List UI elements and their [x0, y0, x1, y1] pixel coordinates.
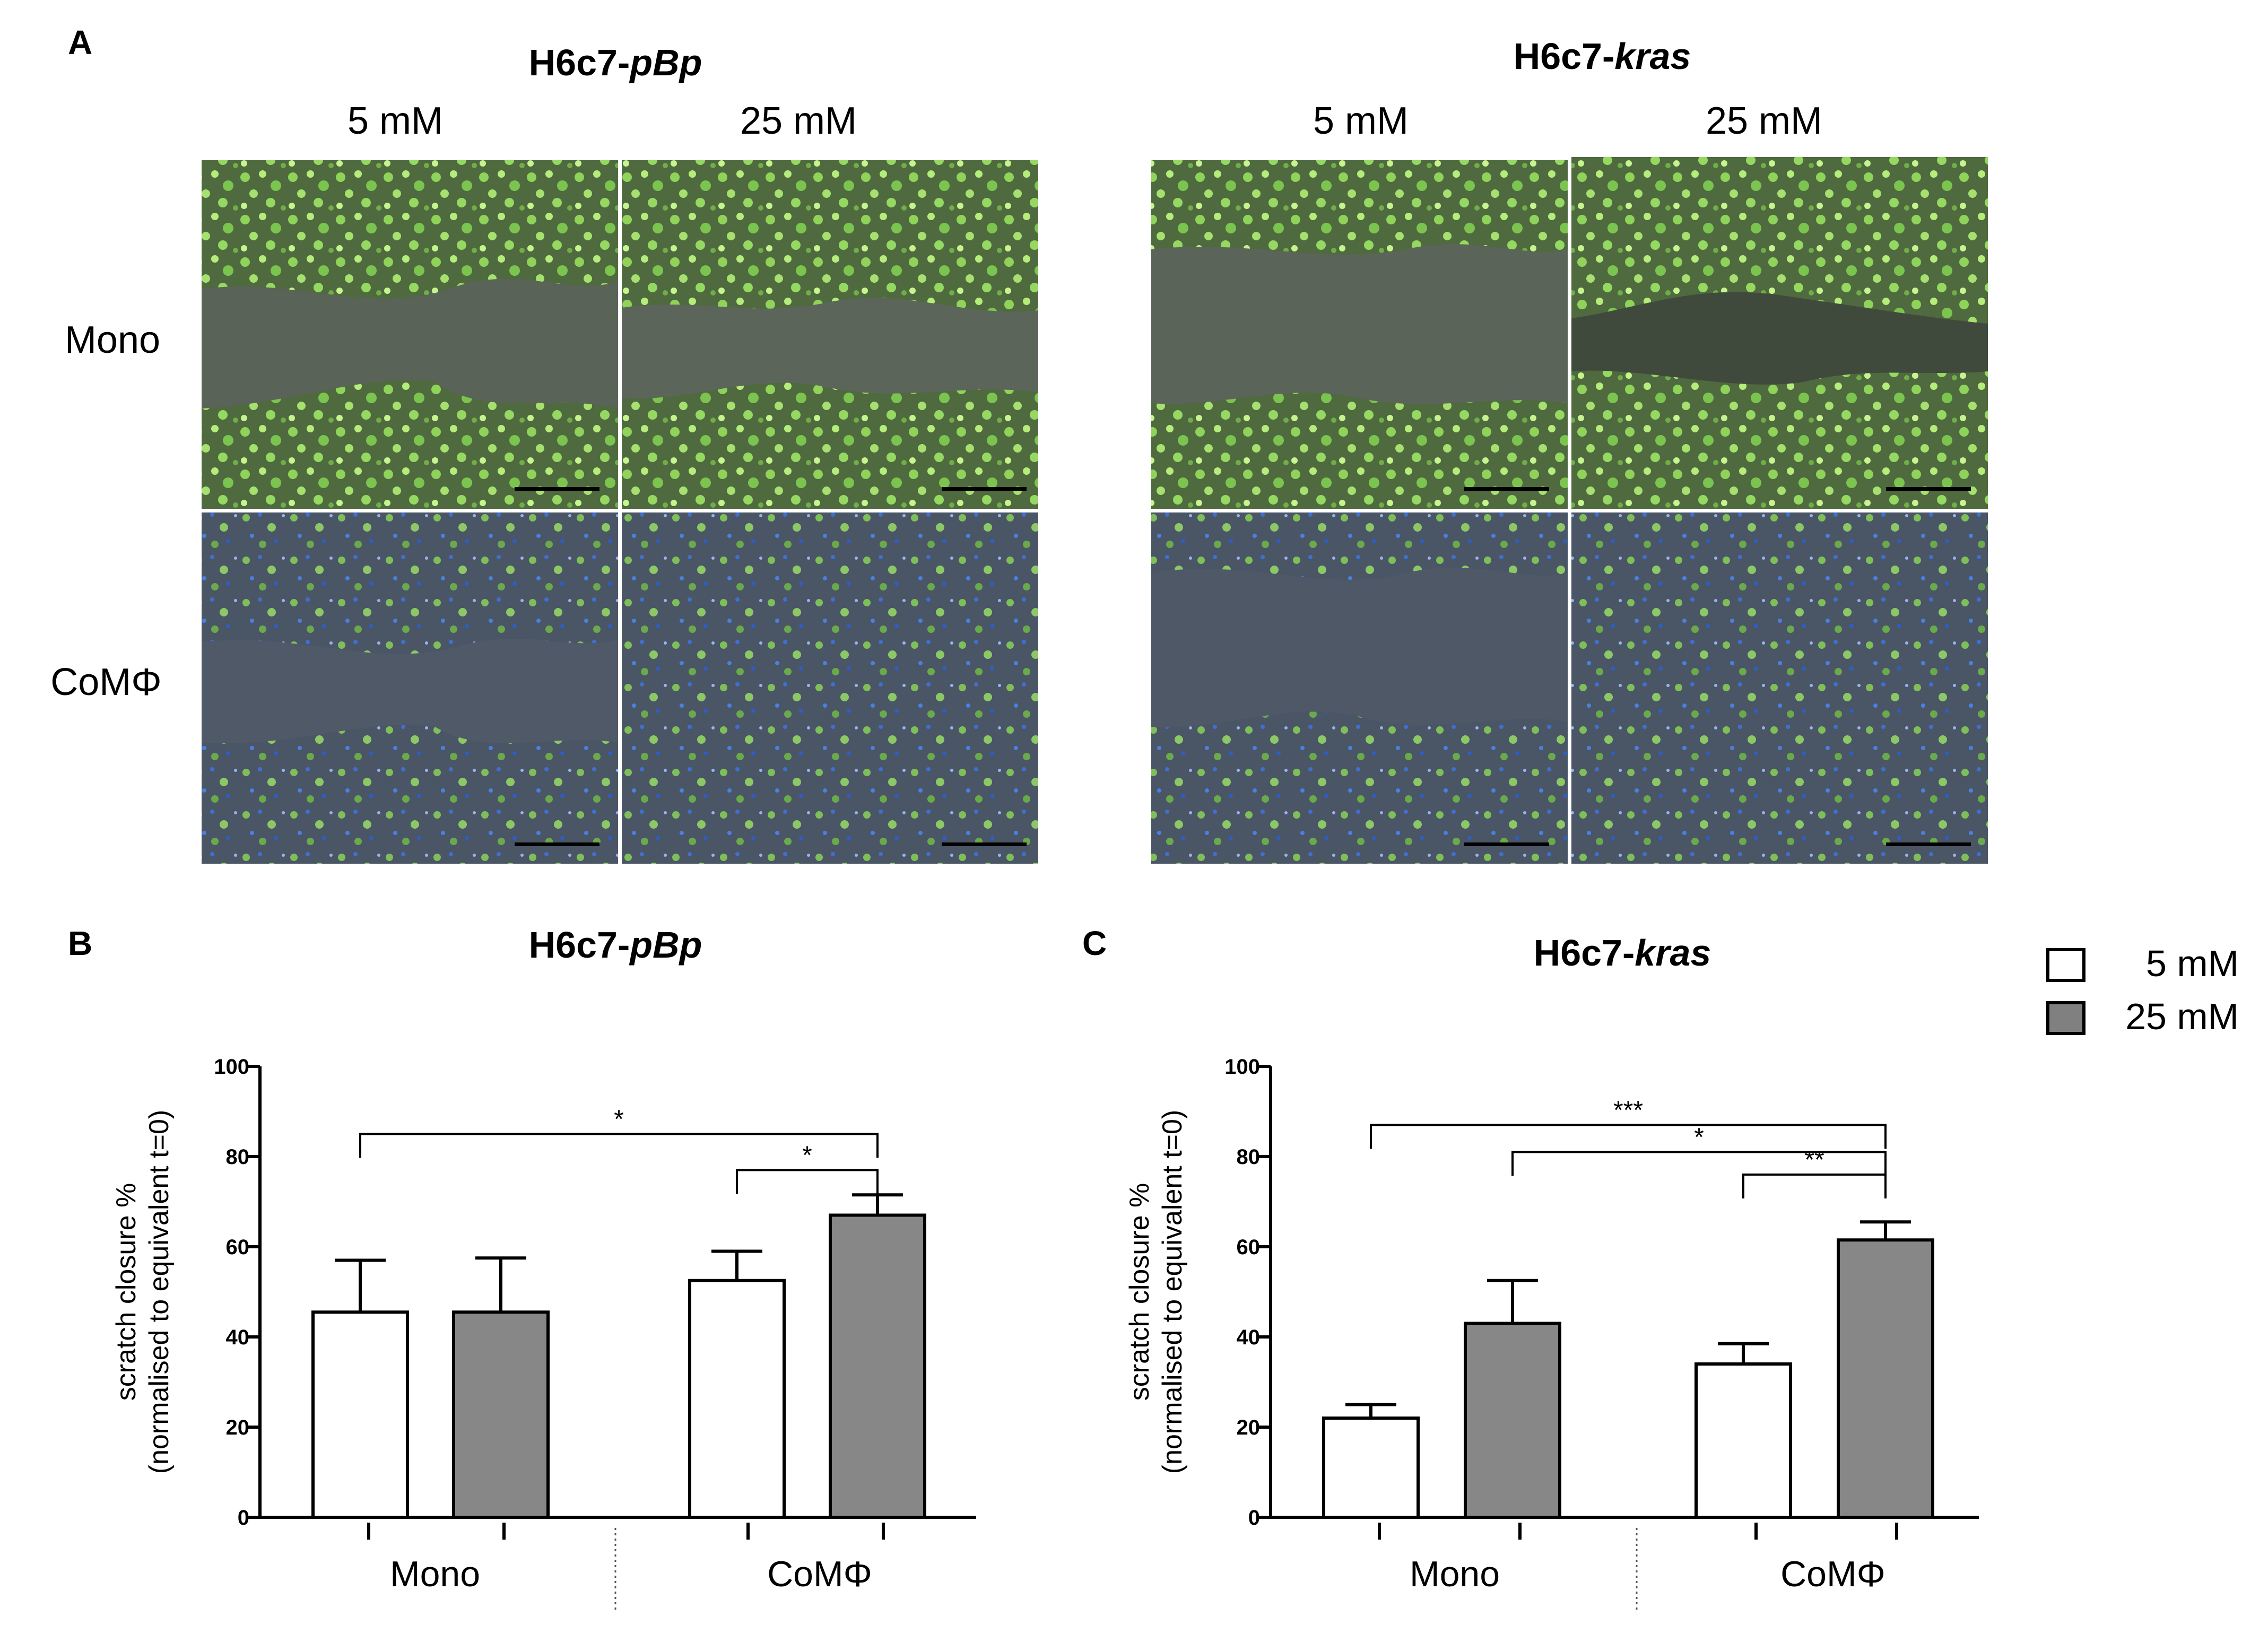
- y-tick-label: 80: [1237, 1145, 1261, 1169]
- significance-label: **: [1804, 1146, 1824, 1174]
- column-label-kras-5mm: 5 mM: [1313, 100, 1409, 142]
- y-tick-label: 20: [1237, 1416, 1261, 1439]
- significance-label: ***: [1613, 1097, 1643, 1125]
- micrograph-pbp-mono-5mm: [202, 160, 618, 509]
- legend-label-5mm: 5 mM: [2146, 943, 2239, 984]
- micrograph-kras-comphi-25mm: [1571, 512, 1988, 864]
- significance-label: *: [614, 1106, 624, 1134]
- x-category-label: Mono: [1410, 1554, 1500, 1594]
- y-tick-label: 100: [1224, 1055, 1260, 1079]
- x-category-label: CoMΦ: [767, 1554, 872, 1594]
- column-label-pbp-5mm: 5 mM: [347, 100, 443, 142]
- y-tick-label: 80: [226, 1145, 250, 1169]
- x-category-label: Mono: [390, 1554, 480, 1594]
- panel-label-b: B: [68, 924, 92, 962]
- significance-bracket: [1511, 1151, 1887, 1176]
- y-axis-label-line2: (normalised to equivalent t=0): [1157, 1110, 1188, 1474]
- legend: 5 mM 25 mM: [2046, 943, 2239, 1037]
- significance-bracket: [359, 1133, 879, 1158]
- y-tick-label: 60: [1237, 1236, 1261, 1259]
- bar: [1322, 1417, 1420, 1519]
- chart-title-c: H6c7-kras: [1534, 932, 1711, 974]
- micrograph-pbp-comphi-5mm: [202, 512, 618, 864]
- y-axis-label: scratch closure %(normalised to equivale…: [1124, 1110, 1188, 1474]
- panel-label-c: C: [1082, 924, 1107, 962]
- micrograph-kras-mono-5mm: [1151, 160, 1568, 509]
- column-label-pbp-25mm: 25 mM: [740, 100, 857, 142]
- y-tick-label: 0: [238, 1506, 249, 1530]
- panel-a: A H6c7-pBp H6c7-kras 5 mM 25 mM 5 mM 25 …: [50, 23, 1988, 864]
- significance-bracket: [1742, 1174, 1887, 1198]
- panel-label-a: A: [68, 23, 92, 62]
- legend-label-25mm: 25 mM: [2125, 996, 2239, 1037]
- bar: [311, 1310, 409, 1519]
- legend-swatch-25mm: [2046, 1001, 2085, 1035]
- y-axis-label-line2: (normalised to equivalent t=0): [144, 1110, 175, 1474]
- micrograph-pbp-mono-25mm: [622, 160, 1038, 509]
- group-title-kras: H6c7-kras: [1514, 36, 1691, 77]
- bar: [1837, 1238, 1934, 1519]
- bar: [452, 1310, 550, 1519]
- y-axis-label-line1: scratch closure %: [1124, 1183, 1155, 1401]
- bar: [829, 1213, 926, 1519]
- y-tick-label: 40: [1237, 1326, 1261, 1349]
- significance-label: *: [802, 1142, 812, 1170]
- y-tick-label: 100: [214, 1055, 249, 1079]
- micrograph-pbp-comphi-25mm: [622, 512, 1038, 864]
- bar: [1695, 1362, 1792, 1519]
- y-tick-label: 0: [1248, 1506, 1260, 1530]
- row-label-mono: Mono: [65, 319, 160, 361]
- x-category-label: CoMΦ: [1780, 1554, 1885, 1594]
- y-axis-label: scratch closure %(normalised to equivale…: [111, 1110, 175, 1474]
- significance-label: *: [1694, 1124, 1704, 1152]
- chart-c: 0 20 40 60 80 100 scratch closure %(normalised…: [1124, 1055, 1979, 1613]
- micrograph-kras-mono-25mm: [1571, 157, 1988, 509]
- y-tick-label: 40: [226, 1326, 250, 1349]
- column-label-kras-25mm: 25 mM: [1706, 100, 1822, 142]
- significance-bracket: [1370, 1124, 1887, 1149]
- legend-swatch-5mm: [2046, 948, 2085, 982]
- row-label-comphi: CoMΦ: [50, 661, 161, 703]
- chart-title-b: H6c7-pBp: [529, 924, 702, 966]
- chart-b: 0 20 40 60 80 100 scratch closure %(normalised…: [111, 1055, 976, 1613]
- y-tick-label: 60: [226, 1236, 250, 1259]
- bar: [688, 1279, 786, 1519]
- y-tick-label: 20: [226, 1416, 250, 1439]
- bar: [1464, 1322, 1561, 1519]
- significance-bracket: [736, 1169, 879, 1194]
- y-axis-label-line1: scratch closure %: [111, 1183, 142, 1401]
- group-title-pbp: H6c7-pBp: [529, 42, 702, 83]
- micrograph-kras-comphi-5mm: [1151, 512, 1568, 864]
